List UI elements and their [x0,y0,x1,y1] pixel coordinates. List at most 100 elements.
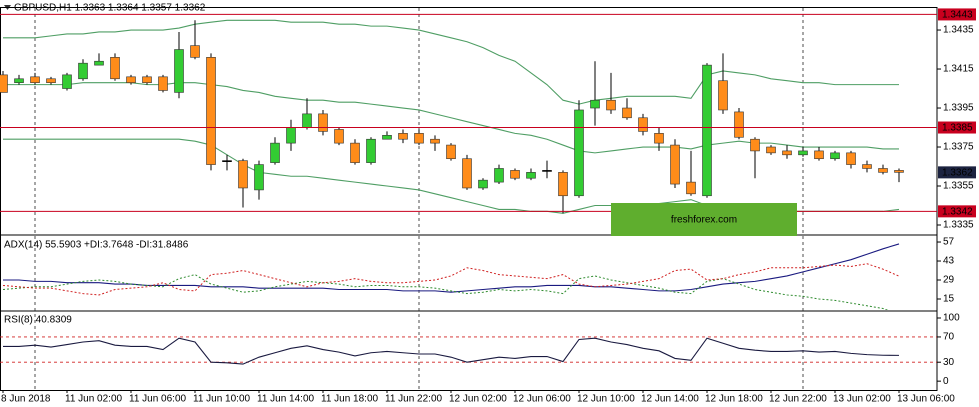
level-label: 1.3342 [942,206,973,217]
candle-body [254,164,264,191]
candle-body [686,181,696,195]
candle-body [142,76,152,83]
candle-body [14,78,24,83]
candle-body [830,152,840,160]
candle-body [702,64,712,197]
candle-body [222,160,232,162]
y-tick-label: 1.3375 [943,142,974,153]
chart-title: GBPUSD,H1 1.3363 1.3364 1.3357 1.3362 [14,3,206,14]
candle-body [414,133,424,144]
candle-body [0,74,8,93]
y-tick-label: 43 [943,256,955,267]
candle-body [430,138,440,144]
y-tick-label: 1.3435 [943,25,974,36]
x-tick-label: 8 Jun 2018 [1,394,51,405]
candle-body [510,170,520,179]
y-tick-label: 100 [943,313,960,324]
candle-body [638,117,648,132]
y-tick-label: 30 [943,357,955,368]
y-tick-label: 1.3415 [943,64,974,75]
candle-body [78,62,88,80]
candle-body [286,127,296,144]
candle-body [590,99,600,109]
panel [2,243,900,310]
x-tick-label: 11 Jun 22:00 [385,394,443,405]
x-tick-label: 11 Jun 14:00 [257,394,315,405]
y-tick-label: 29 [943,275,955,286]
y-tick-label: 1.3395 [943,103,974,114]
candle-body [526,172,536,179]
y-tick-label: 1.3355 [943,181,974,192]
level-label: 1.3385 [942,123,973,134]
candle-body [814,150,824,160]
x-tick-label: 12 Jun 22:00 [769,394,827,405]
x-tick-label: 11 Jun 06:00 [129,394,187,405]
candle-body [542,170,552,172]
candle-body [670,144,680,185]
last-price-label: 1.3362 [942,168,973,179]
candle-body [862,164,872,169]
candle-body [190,45,200,58]
series-line [3,19,899,105]
candle-body [382,135,392,140]
series-line [2,263,900,296]
candle-body [846,152,856,165]
candle-body [94,60,104,66]
x-tick-label: 13 Jun 02:00 [833,394,891,405]
x-tick-label: 12 Jun 14:00 [641,394,699,405]
candle-body [574,109,584,197]
watermark-box [611,203,797,236]
candle-body [462,158,472,189]
level-tag [938,8,976,21]
candle-body [350,142,360,163]
candle-body [798,150,808,156]
y-tick-label: 57 [943,237,955,248]
series-line [2,274,889,310]
x-tick-label: 11 Jun 10:00 [193,394,251,405]
candle-body [62,74,72,89]
candle-body [894,170,904,173]
x-tick-label: 12 Jun 02:00 [449,394,507,405]
level-tag [938,121,976,134]
candle-body [782,150,792,156]
candle-body [878,168,888,173]
x-tick-label: 12 Jun 18:00 [705,394,763,405]
candle-body [494,168,504,183]
candle-body [654,133,664,144]
y-tick-label: 15 [943,294,955,305]
candle-body [318,113,328,132]
y-tick-label: 0 [943,376,949,387]
panel [0,336,937,365]
candle-body [46,78,56,83]
x-tick-label: 12 Jun 06:00 [513,394,571,405]
plot-frame [0,7,938,391]
candle-body [110,57,120,80]
candle-body [558,172,568,197]
candle-body [622,107,632,119]
level-label: 1.3443 [942,10,973,21]
candle-body [238,160,248,189]
candle-body [334,129,344,144]
y-tick-label: 1.3335 [943,220,974,231]
candle-body [446,144,456,160]
candle-body [734,111,744,138]
candle-body [302,113,312,128]
y-tick-label: 70 [943,332,955,343]
watermark: freshforex.com [671,215,737,226]
candle-body [766,146,776,154]
candle-body [126,76,136,83]
candle-body [398,133,408,140]
x-tick-label: 13 Jun 06:00 [897,394,955,405]
candle-body [158,76,168,91]
candle-body [718,80,728,111]
candle-body [750,138,760,152]
x-tick-label: 12 Jun 10:00 [577,394,635,405]
x-tick-label: 11 Jun 18:00 [321,394,379,405]
series-line [3,337,900,365]
level-tag [938,205,976,218]
candle-body [206,57,216,165]
candle-body [366,138,376,163]
